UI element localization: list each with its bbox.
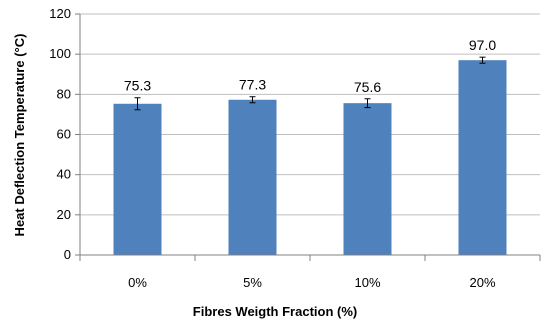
y-tick-label: 60 bbox=[57, 127, 71, 142]
data-label-2: 75.6 bbox=[354, 79, 381, 95]
y-tick-label: 100 bbox=[49, 46, 71, 61]
y-tick-label: 120 bbox=[49, 6, 71, 21]
error-bars-group bbox=[134, 56, 486, 111]
y-tick-label: 20 bbox=[57, 207, 71, 222]
y-axis-title: Heat Deflection Temperature (°C) bbox=[12, 34, 27, 237]
data-label-0: 75.3 bbox=[124, 78, 151, 94]
x-tick-label-0: 0% bbox=[128, 275, 147, 290]
labels-group: 0 20 40 60 80 100 120 75.3 0% 77.3 5% 75.6 10% 97.0 20… bbox=[49, 6, 496, 290]
y-tick-label: 0 bbox=[64, 247, 71, 262]
bar-1 bbox=[228, 99, 277, 256]
data-label-1: 77.3 bbox=[239, 77, 266, 93]
data-label-3: 97.0 bbox=[469, 37, 496, 53]
y-tick-label: 40 bbox=[57, 167, 71, 182]
bar-3 bbox=[458, 60, 507, 255]
axes-group bbox=[75, 13, 541, 261]
x-tick-label-3: 20% bbox=[469, 275, 495, 290]
x-tick-label-1: 5% bbox=[243, 275, 262, 290]
x-tick-label-2: 10% bbox=[354, 275, 380, 290]
y-tick-label: 80 bbox=[57, 86, 71, 101]
bar-0 bbox=[113, 103, 162, 256]
bar-2 bbox=[343, 103, 392, 255]
bars-group bbox=[113, 60, 507, 256]
x-axis-title: Fibres Weigth Fraction (%) bbox=[193, 304, 357, 319]
